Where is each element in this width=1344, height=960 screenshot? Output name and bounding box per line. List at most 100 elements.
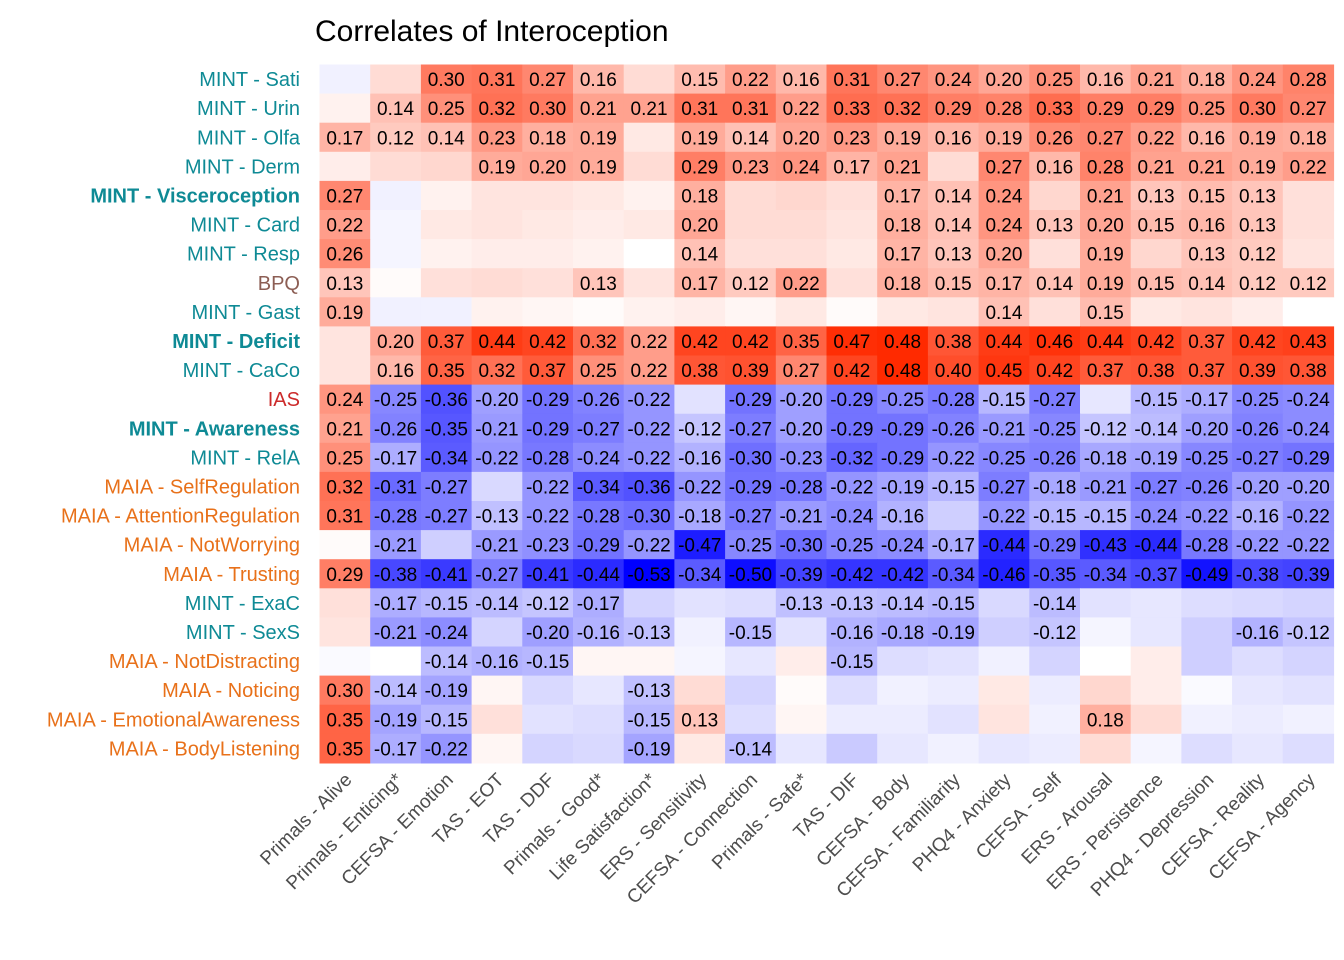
row-label: MINT - Sati bbox=[199, 69, 300, 91]
heatmap-cell bbox=[1130, 355, 1182, 386]
cell-value-label: -0.25 bbox=[881, 390, 924, 411]
heatmap-cell bbox=[522, 530, 574, 560]
heatmap-cell bbox=[725, 64, 777, 95]
cell-value-label: 0.16 bbox=[1188, 128, 1225, 149]
heatmap-cell bbox=[725, 326, 777, 357]
heatmap-cell bbox=[1130, 704, 1182, 735]
heatmap-cell bbox=[522, 442, 574, 473]
cell-value-label: -0.22 bbox=[830, 477, 873, 498]
heatmap-cell bbox=[826, 501, 878, 531]
heatmap-cell bbox=[1130, 559, 1182, 589]
row-label: BPQ bbox=[258, 273, 300, 295]
row-label: MAIA - NotWorrying bbox=[124, 535, 300, 557]
heatmap-cell bbox=[522, 384, 574, 415]
cell-value-label: 0.31 bbox=[478, 70, 515, 91]
cell-value-label: 0.48 bbox=[884, 332, 921, 353]
heatmap-cell bbox=[1029, 180, 1081, 211]
heatmap-cell bbox=[319, 210, 371, 240]
heatmap-cell bbox=[522, 617, 574, 648]
cell-value-label: -0.12 bbox=[526, 594, 569, 615]
cell-value-label: 0.18 bbox=[1290, 128, 1327, 149]
cell-value-label: -0.44 bbox=[1134, 536, 1178, 557]
cell-value-label: -0.18 bbox=[1033, 477, 1076, 498]
cell-value-label: 0.20 bbox=[377, 332, 414, 353]
heatmap-cell bbox=[573, 501, 625, 531]
heatmap-cell bbox=[522, 64, 574, 95]
heatmap-cell bbox=[522, 646, 574, 677]
cell-value-label: -0.26 bbox=[932, 419, 975, 440]
heatmap-cell bbox=[370, 471, 422, 502]
heatmap-cell bbox=[826, 413, 878, 444]
heatmap-cell bbox=[1130, 64, 1182, 95]
heatmap-cell bbox=[319, 268, 371, 298]
heatmap-cell bbox=[978, 239, 1030, 269]
heatmap-cell bbox=[1080, 239, 1132, 269]
cell-value-label: -0.21 bbox=[982, 419, 1025, 440]
heatmap-cell bbox=[623, 210, 675, 240]
heatmap-cell bbox=[522, 180, 574, 211]
heatmap-cell bbox=[1130, 268, 1182, 298]
heatmap-cell bbox=[623, 675, 675, 706]
heatmap-cell bbox=[826, 297, 878, 327]
heatmap-cell bbox=[674, 93, 726, 124]
heatmap-cell bbox=[1181, 326, 1233, 357]
heatmap-cell bbox=[1029, 93, 1081, 124]
cell-value-label: 0.17 bbox=[884, 245, 921, 266]
heatmap-cell bbox=[978, 297, 1030, 327]
heatmap-cell bbox=[1181, 93, 1233, 124]
cell-value-label: 0.27 bbox=[529, 70, 566, 91]
cell-value-label: -0.29 bbox=[1033, 536, 1076, 557]
heatmap-cell bbox=[1232, 268, 1284, 298]
heatmap-cell bbox=[623, 64, 675, 95]
heatmap-cell bbox=[826, 268, 878, 298]
heatmap-cell bbox=[1181, 180, 1233, 211]
heatmap-cell bbox=[1080, 413, 1132, 444]
cell-value-label: -0.27 bbox=[1236, 448, 1279, 469]
heatmap-cell bbox=[370, 151, 422, 182]
heatmap-cell bbox=[978, 530, 1030, 560]
heatmap-cell bbox=[573, 442, 625, 473]
heatmap-cell bbox=[725, 617, 777, 648]
heatmap-cell bbox=[319, 559, 371, 589]
cell-value-label: 0.31 bbox=[732, 99, 769, 120]
cell-value-label: 0.22 bbox=[783, 99, 820, 120]
cell-value-label: 0.13 bbox=[1188, 245, 1225, 266]
heatmap-cell bbox=[573, 93, 625, 124]
cell-value-label: -0.20 bbox=[1236, 477, 1279, 498]
cell-value-label: -0.28 bbox=[577, 507, 620, 528]
heatmap-cell bbox=[674, 210, 726, 240]
cell-value-label: 0.14 bbox=[428, 128, 465, 149]
heatmap-cell bbox=[978, 210, 1030, 240]
heatmap-cell bbox=[1130, 617, 1182, 648]
cell-value-label: 0.19 bbox=[884, 128, 921, 149]
cell-value-label: -0.21 bbox=[1084, 477, 1127, 498]
cell-value-labels: 0.30 0.31 0.27 0.16 0.15 0.22 0.16 0.31 0.27 0.24… bbox=[326, 70, 1330, 760]
heatmap-cell bbox=[877, 326, 929, 357]
heatmap-cell bbox=[725, 151, 777, 182]
heatmap-cell bbox=[775, 93, 828, 124]
heatmap-cell bbox=[674, 268, 726, 298]
heatmap-cell bbox=[725, 355, 777, 386]
cell-value-label: -0.29 bbox=[881, 419, 924, 440]
cell-value-label: 0.19 bbox=[478, 157, 515, 178]
cell-value-label: 0.29 bbox=[681, 157, 718, 178]
cell-value-label: 0.18 bbox=[1087, 710, 1124, 731]
heatmap-cell bbox=[927, 471, 980, 502]
cell-value-label: 0.30 bbox=[529, 99, 566, 120]
heatmap-cell bbox=[522, 93, 574, 124]
cell-value-label: -0.19 bbox=[627, 739, 670, 760]
cell-value-label: -0.22 bbox=[526, 477, 569, 498]
heatmap-cell bbox=[1282, 239, 1335, 269]
cell-value-label: 0.14 bbox=[985, 303, 1022, 324]
cell-value-label: 0.19 bbox=[1087, 245, 1124, 266]
cell-value-label: 0.22 bbox=[1138, 128, 1175, 149]
heatmap-cell bbox=[522, 210, 574, 240]
cell-value-label: 0.38 bbox=[681, 361, 718, 382]
cell-value-label: -0.16 bbox=[678, 448, 721, 469]
cell-value-label: -0.13 bbox=[475, 507, 518, 528]
heatmap-cell bbox=[1080, 355, 1132, 386]
cell-value-label: 0.17 bbox=[884, 186, 921, 207]
heatmap-cell bbox=[1181, 471, 1233, 502]
heatmap-cell bbox=[927, 210, 980, 240]
heatmap-cell bbox=[420, 588, 473, 618]
